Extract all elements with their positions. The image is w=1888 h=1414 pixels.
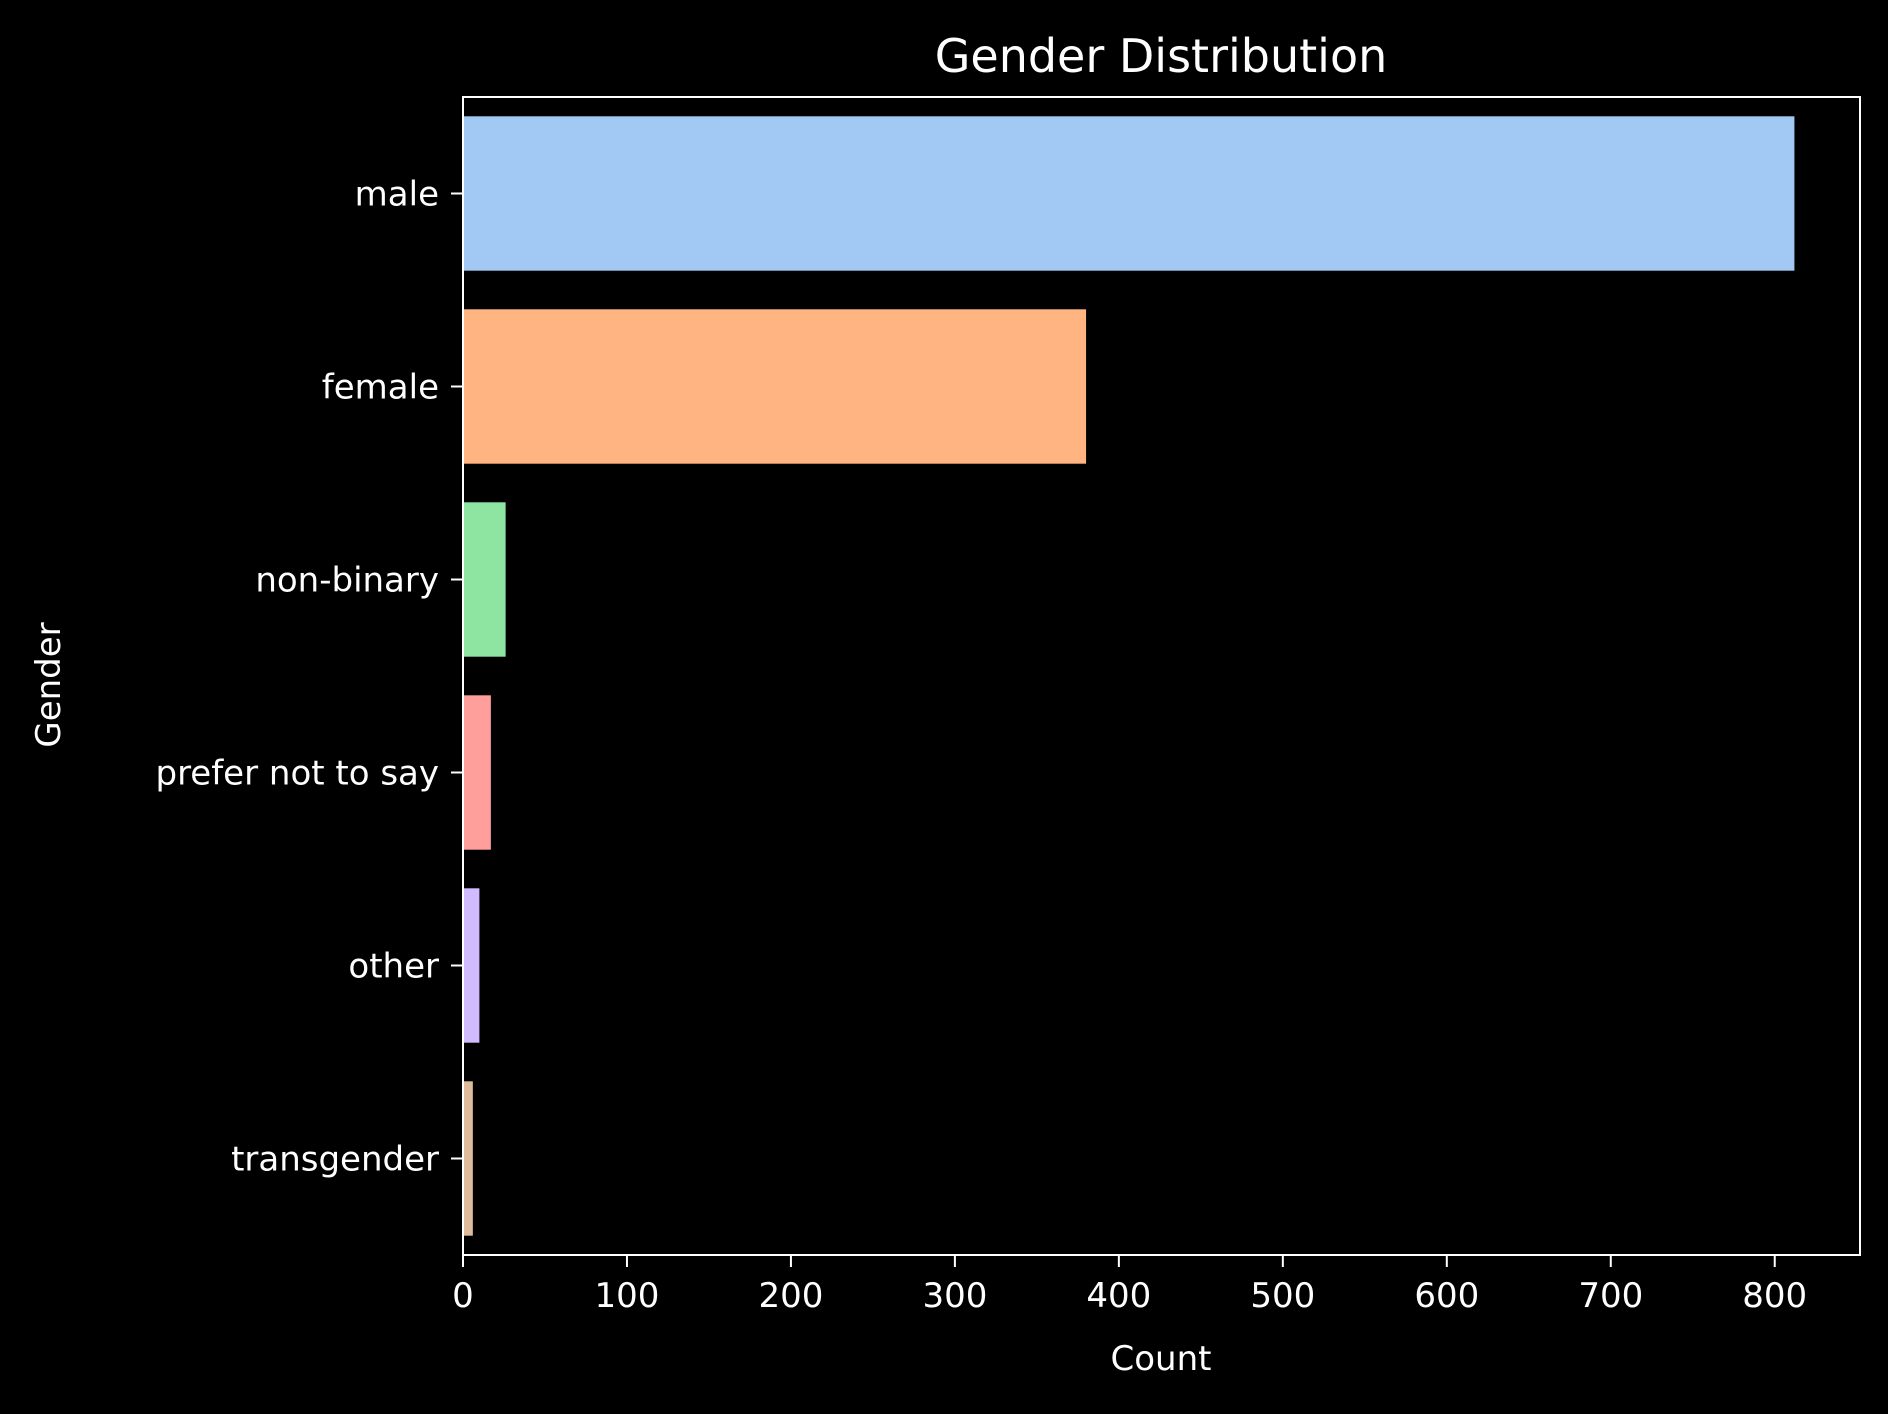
bar-transgender (463, 1081, 473, 1236)
y-axis-label: Gender (29, 622, 69, 747)
chart-title: Gender Distribution (935, 29, 1388, 83)
y-tick-label: female (322, 368, 439, 408)
y-tick-label: other (348, 947, 439, 987)
x-tick-label: 600 (1414, 1276, 1479, 1316)
bar-prefer-not-to-say (463, 695, 491, 850)
bar-female (463, 309, 1087, 464)
x-tick-label: 700 (1578, 1276, 1643, 1316)
y-tick-label: prefer not to say (155, 754, 439, 794)
x-axis-label: Count (1111, 1339, 1212, 1379)
y-tick-label: non-binary (255, 561, 439, 601)
bars-layer (463, 116, 1795, 1236)
bar-male (463, 116, 1795, 271)
x-tick-label: 0 (452, 1276, 474, 1316)
x-tick-label: 300 (922, 1276, 987, 1316)
x-tick-label: 800 (1742, 1276, 1807, 1316)
y-tick-label: transgender (231, 1140, 439, 1180)
plot-frame (462, 96, 1861, 1256)
x-tick-label: 400 (1086, 1276, 1151, 1316)
x-tick-label: 500 (1250, 1276, 1315, 1316)
bar-non-binary (463, 502, 506, 657)
axes-layer: male female non-binary prefer not to say oth… (155, 96, 1861, 1316)
x-tick-label: 200 (758, 1276, 823, 1316)
y-tick-label: male (355, 175, 439, 215)
bar-other (463, 888, 480, 1043)
x-tick-label: 100 (595, 1276, 660, 1316)
